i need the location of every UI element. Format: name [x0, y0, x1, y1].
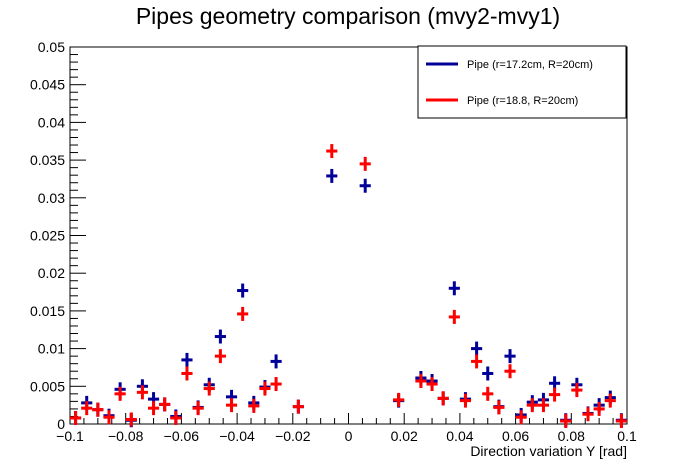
data-point	[471, 341, 483, 356]
data-point	[582, 407, 594, 422]
y-tick-label: 0.02	[38, 265, 65, 281]
data-point	[270, 354, 282, 369]
x-tick-label: 0.1	[617, 428, 637, 444]
data-point	[70, 410, 82, 425]
data-point	[604, 393, 616, 408]
data-point	[549, 387, 561, 402]
axes: −0.1 −0.08 −0.06 −0.04 −0.02 0 0.02 0.04 0.06 0.0…	[30, 39, 637, 444]
data-point	[504, 349, 516, 364]
x-tick-label: −0.06	[164, 428, 200, 444]
x-tick-label: 0.08	[558, 428, 585, 444]
data-point	[560, 413, 572, 428]
y-tick-label: 0.035	[30, 152, 65, 168]
data-point	[214, 349, 226, 364]
x-tick-label: −0.08	[108, 428, 144, 444]
data-point	[359, 156, 371, 171]
x-tick-label: 0	[345, 428, 353, 444]
data-point	[459, 393, 472, 408]
data-point	[259, 381, 271, 396]
data-point	[81, 401, 93, 416]
chart-title: Pipes geometry comparison (mvy2-mvy1)	[136, 3, 560, 29]
data-point	[292, 399, 304, 414]
x-tick-label: 0.04	[446, 428, 473, 444]
series-layer	[70, 144, 627, 428]
data-point	[537, 398, 550, 413]
data-point	[515, 410, 527, 425]
data-point	[426, 377, 438, 392]
data-point	[203, 381, 215, 396]
y-tick-label: 0.04	[38, 114, 65, 130]
y-tick-label: 0	[57, 416, 65, 432]
data-point	[181, 366, 193, 381]
data-point	[114, 386, 126, 401]
data-point	[359, 178, 371, 193]
data-point	[125, 412, 137, 427]
data-point	[493, 400, 505, 415]
y-tick-label: 0.05	[38, 39, 65, 55]
data-point	[147, 401, 160, 416]
data-point	[415, 374, 427, 389]
data-point	[526, 398, 538, 413]
data-point	[393, 392, 405, 407]
y-tick-label: 0.015	[30, 303, 65, 319]
legend-box	[417, 45, 627, 119]
data-point	[448, 281, 460, 296]
series-1	[70, 144, 627, 428]
data-point	[237, 306, 249, 321]
data-point	[103, 410, 115, 425]
data-point	[237, 283, 249, 298]
y-tick-label: 0.03	[38, 190, 65, 206]
data-point	[159, 397, 171, 412]
y-tick-label: 0.01	[38, 341, 65, 357]
data-point	[192, 401, 204, 416]
data-point	[214, 329, 226, 344]
data-point	[615, 413, 627, 428]
data-point	[482, 386, 494, 401]
data-point	[170, 410, 182, 425]
legend: Pipe (r=17.2cm, R=20cm) Pipe (r=18.8, R=…	[417, 45, 627, 119]
data-point	[225, 398, 238, 413]
data-point	[593, 401, 605, 416]
data-point	[181, 352, 193, 367]
data-point	[448, 309, 460, 324]
data-point	[437, 391, 449, 406]
x-axis-label: Direction variation Y [rad]	[470, 443, 627, 459]
data-point	[471, 354, 483, 369]
data-point	[326, 168, 338, 183]
data-point	[326, 144, 338, 159]
data-point	[504, 364, 516, 379]
data-point	[482, 366, 494, 381]
data-point	[92, 402, 104, 417]
x-tick-label: 0.02	[391, 428, 418, 444]
y-tick-label: 0.025	[30, 228, 65, 244]
x-tick-label: 0.06	[502, 428, 529, 444]
data-point	[248, 398, 260, 413]
legend-label-pipe-17-2: Pipe (r=17.2cm, R=20cm)	[467, 59, 593, 71]
legend-label-pipe-18-8: Pipe (r=18.8, R=20cm)	[467, 95, 578, 107]
data-point	[270, 377, 282, 392]
data-point	[136, 385, 148, 400]
x-tick-label: −0.04	[219, 428, 255, 444]
x-tick-label: −0.02	[275, 428, 311, 444]
data-point	[571, 383, 583, 398]
x-tick-label: −0.1	[56, 428, 84, 444]
y-tick-label: 0.005	[30, 378, 65, 394]
y-tick-label: 0.045	[30, 77, 65, 93]
